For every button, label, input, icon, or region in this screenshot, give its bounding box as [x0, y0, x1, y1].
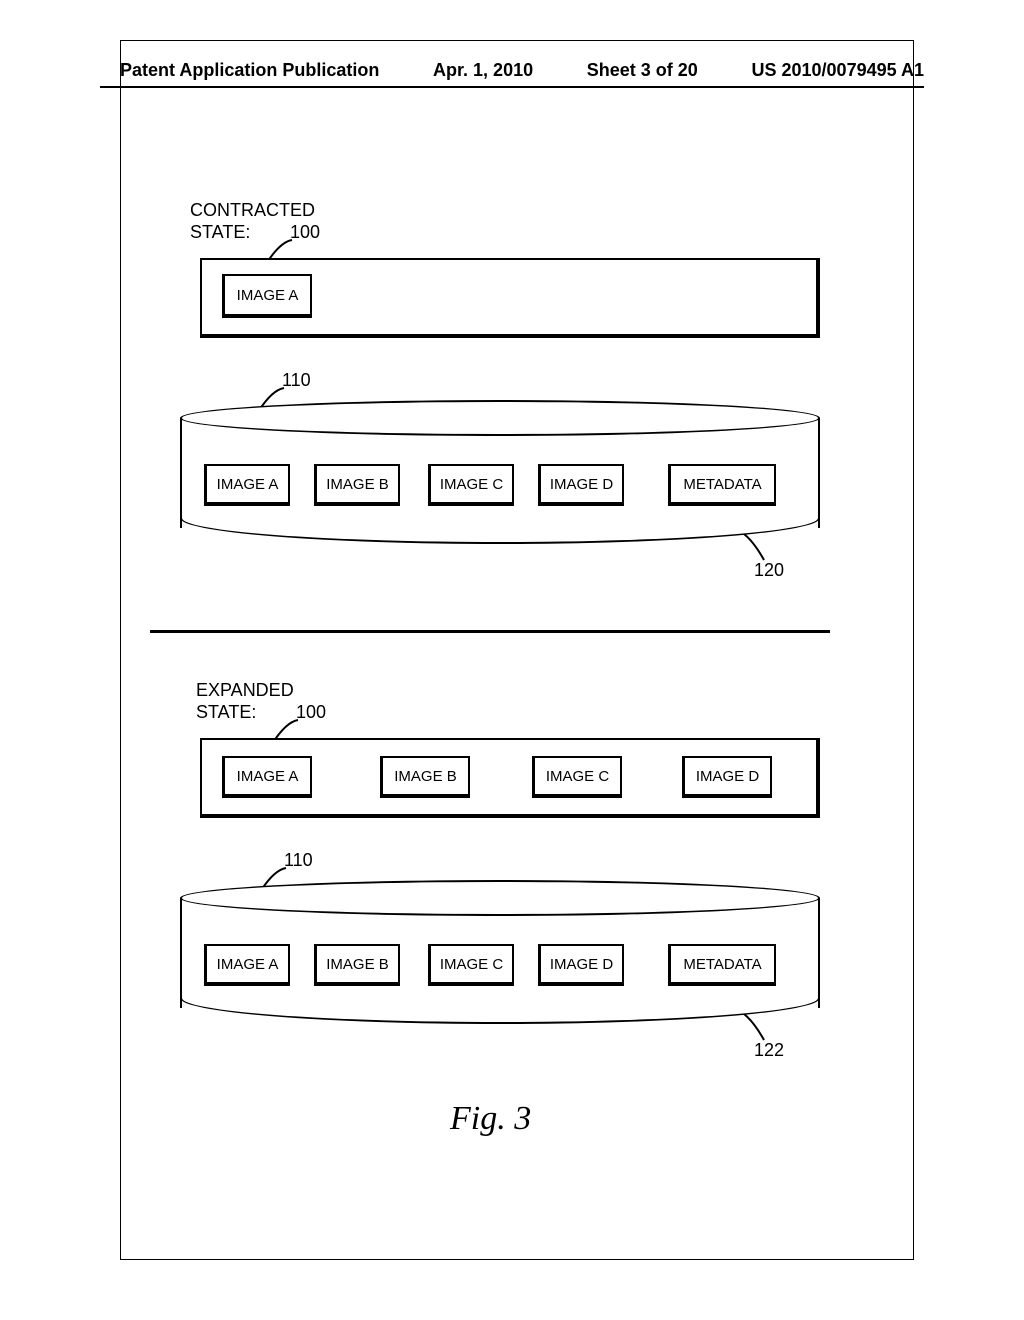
db-cylinder-expanded: IMAGE A IMAGE B IMAGE C IMAGE D METADATA [180, 880, 820, 1030]
display-container-contracted: IMAGE A [200, 258, 820, 338]
leader-120 [740, 532, 772, 562]
contracted-label-2: STATE: [190, 222, 250, 243]
contracted-label-1: CONTRACTED [190, 200, 315, 221]
image-box: IMAGE B [314, 464, 400, 506]
metadata-box: METADATA [668, 464, 776, 506]
ref-120: 120 [754, 560, 784, 581]
ref-110-contracted: 110 [282, 370, 311, 391]
image-box: IMAGE B [314, 944, 400, 986]
metadata-box: METADATA [668, 944, 776, 986]
section-divider [150, 630, 830, 633]
image-box: IMAGE D [682, 756, 772, 798]
db-cylinder-contracted: IMAGE A IMAGE B IMAGE C IMAGE D METADATA [180, 400, 820, 550]
image-box: IMAGE A [222, 756, 312, 798]
expanded-label-2: STATE: [196, 702, 256, 723]
image-box: IMAGE C [428, 944, 514, 986]
ref-110-expanded: 110 [284, 850, 313, 871]
image-box: IMAGE C [428, 464, 514, 506]
ref-100-contracted: 100 [290, 222, 320, 243]
image-box: IMAGE C [532, 756, 622, 798]
leader-122 [740, 1012, 772, 1042]
image-box: IMAGE A [204, 464, 290, 506]
display-container-expanded: IMAGE A IMAGE B IMAGE C IMAGE D [200, 738, 820, 818]
image-box: IMAGE A [204, 944, 290, 986]
image-box: IMAGE A [222, 274, 312, 318]
ref-100-expanded: 100 [296, 702, 326, 723]
image-box: IMAGE D [538, 944, 624, 986]
figure-label: Fig. 3 [450, 1100, 531, 1138]
image-box: IMAGE D [538, 464, 624, 506]
image-box: IMAGE B [380, 756, 470, 798]
expanded-label-1: EXPANDED [196, 680, 294, 701]
ref-122: 122 [754, 1040, 784, 1061]
